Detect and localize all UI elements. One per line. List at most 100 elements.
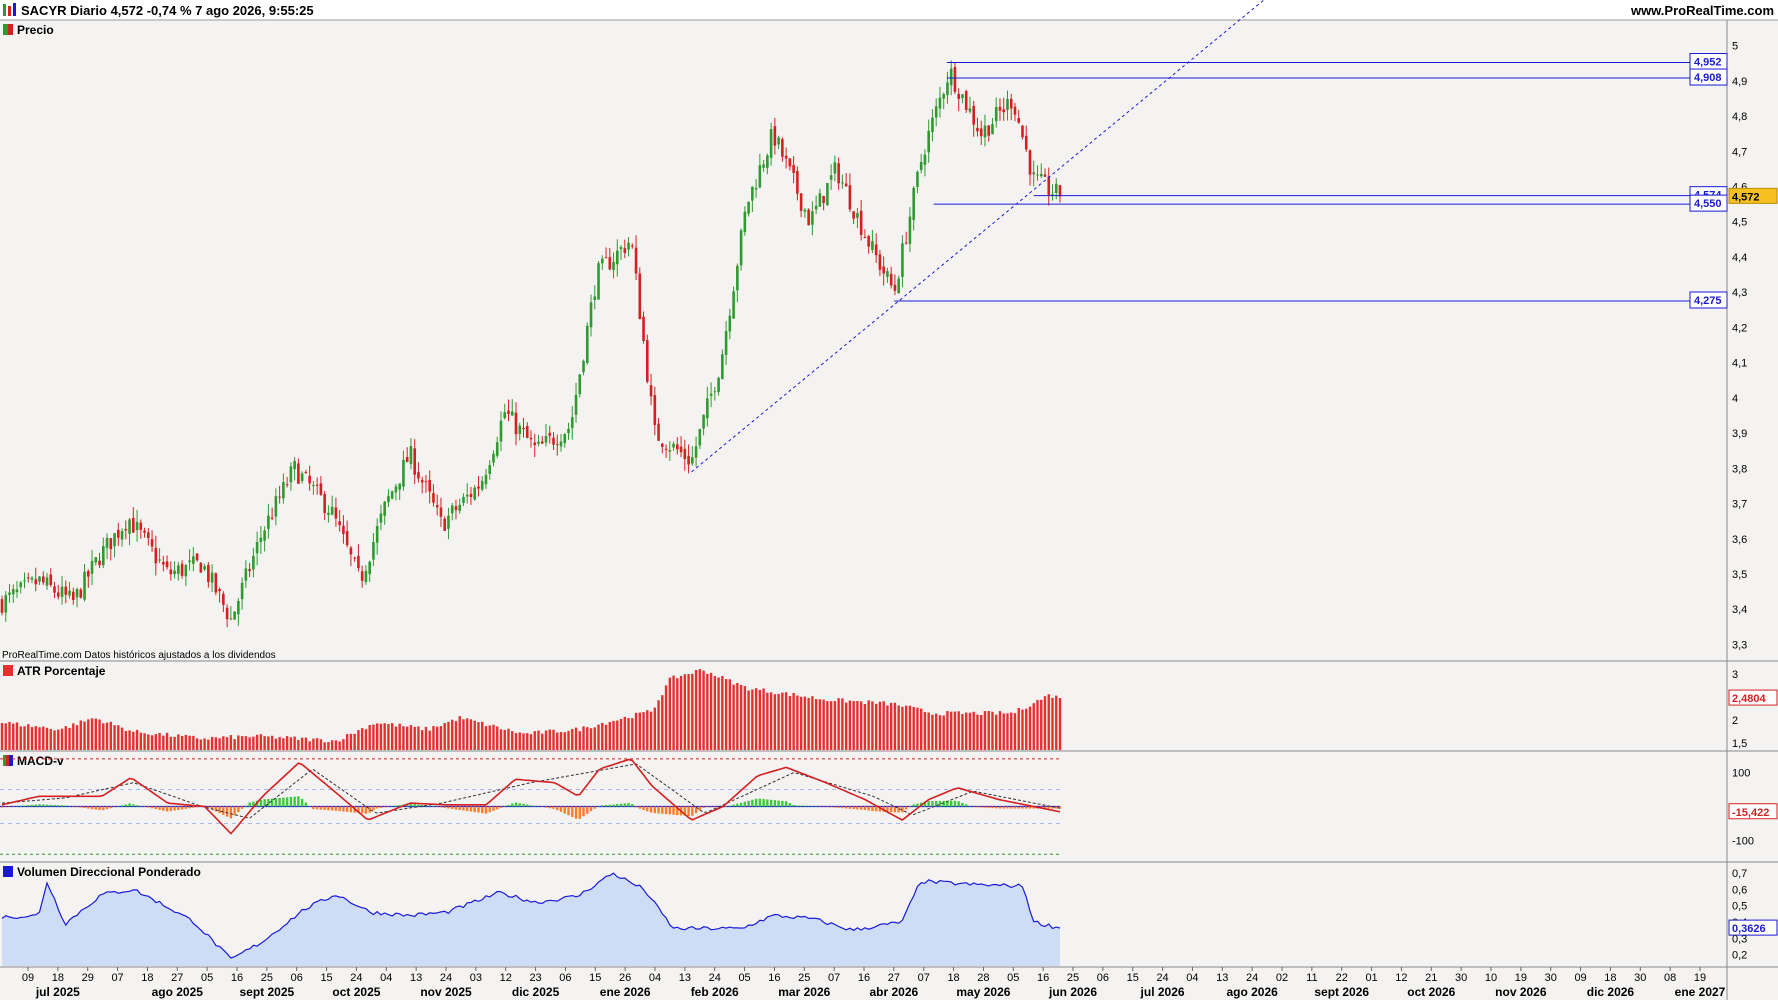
atr-bar[interactable] — [248, 737, 251, 750]
macd-histogram-bar[interactable] — [1055, 806, 1058, 809]
candle-body[interactable] — [0, 599, 4, 613]
candle-body[interactable] — [117, 529, 120, 538]
candle-body[interactable] — [529, 437, 533, 440]
macd-histogram-bar[interactable] — [413, 804, 416, 807]
macd-histogram-bar[interactable] — [961, 802, 964, 807]
macd-histogram-bar[interactable] — [833, 806, 837, 808]
candle-body[interactable] — [499, 420, 503, 442]
candle-body[interactable] — [394, 486, 398, 493]
atr-bar[interactable] — [559, 732, 563, 750]
candle-body[interactable] — [863, 237, 867, 239]
macd-histogram-bar[interactable] — [623, 803, 626, 807]
macd-histogram-bar[interactable] — [304, 802, 308, 807]
candle-body[interactable] — [844, 183, 848, 187]
macd-histogram-bar[interactable] — [436, 806, 439, 808]
atr-bar[interactable] — [477, 722, 480, 750]
macd-histogram-bar[interactable] — [664, 806, 668, 815]
macd-histogram-bar[interactable] — [901, 806, 904, 813]
atr-bar[interactable] — [886, 705, 889, 750]
candle-body[interactable] — [282, 481, 285, 499]
atr-bar[interactable] — [87, 719, 90, 750]
macd-histogram-bar[interactable] — [319, 806, 323, 810]
macd-histogram-bar[interactable] — [8, 806, 11, 808]
candle-body[interactable] — [349, 547, 353, 555]
atr-bar[interactable] — [769, 692, 773, 750]
atr-bar[interactable] — [492, 724, 495, 750]
macd-histogram-bar[interactable] — [649, 806, 653, 813]
macd-histogram-bar[interactable] — [1002, 806, 1005, 809]
candle-body[interactable] — [252, 555, 255, 570]
atr-bar[interactable] — [826, 701, 829, 750]
macd-histogram-bar[interactable] — [634, 806, 638, 808]
macd-histogram-bar[interactable] — [582, 806, 585, 817]
candle-body[interactable] — [514, 412, 518, 435]
atr-bar[interactable] — [398, 723, 401, 750]
atr-bar[interactable] — [150, 735, 154, 750]
macd-histogram-bar[interactable] — [150, 806, 154, 809]
atr-bar[interactable] — [34, 726, 37, 750]
macd-histogram-bar[interactable] — [368, 806, 371, 813]
macd-histogram-bar[interactable] — [619, 803, 623, 807]
atr-bar[interactable] — [469, 719, 473, 750]
atr-bar[interactable] — [360, 728, 364, 750]
candle-body[interactable] — [255, 542, 259, 554]
atr-bar[interactable] — [604, 724, 608, 750]
candle-body[interactable] — [64, 586, 68, 595]
atr-bar[interactable] — [908, 705, 912, 750]
macd-histogram-bar[interactable] — [593, 806, 596, 809]
macd-histogram-bar[interactable] — [503, 806, 506, 807]
atr-bar[interactable] — [128, 730, 131, 750]
macd-histogram-bar[interactable] — [15, 806, 19, 807]
candle-body[interactable] — [841, 182, 844, 184]
atr-bar[interactable] — [454, 721, 458, 750]
macd-histogram-bar[interactable] — [814, 806, 818, 807]
atr-bar[interactable] — [102, 723, 105, 750]
candle-body[interactable] — [544, 436, 548, 443]
candle-body[interactable] — [814, 205, 818, 210]
atr-bar[interactable] — [420, 730, 424, 750]
atr-bar[interactable] — [762, 688, 765, 750]
macd-histogram-bar[interactable] — [473, 806, 476, 813]
atr-bar[interactable] — [957, 711, 960, 750]
macd-histogram-bar[interactable] — [646, 806, 649, 812]
macd-histogram-bar[interactable] — [769, 799, 773, 807]
candle-body[interactable] — [229, 618, 233, 620]
candle-body[interactable] — [188, 560, 191, 563]
atr-bar[interactable] — [743, 686, 747, 750]
candle-body[interactable] — [878, 254, 882, 270]
atr-bar[interactable] — [754, 688, 758, 750]
macd-histogram-bar[interactable] — [844, 806, 848, 809]
atr-bar[interactable] — [372, 724, 375, 750]
macd-histogram-bar[interactable] — [293, 796, 296, 807]
macd-histogram-bar[interactable] — [357, 806, 360, 813]
atr-bar[interactable] — [327, 742, 330, 750]
candle-body[interactable] — [492, 453, 495, 463]
macd-histogram-bar[interactable] — [75, 806, 79, 808]
atr-bar[interactable] — [713, 676, 717, 750]
candle-body[interactable] — [420, 479, 424, 483]
candle-body[interactable] — [1043, 174, 1047, 177]
macd-histogram-bar[interactable] — [162, 806, 165, 811]
atr-bar[interactable] — [694, 669, 698, 750]
candle-body[interactable] — [364, 570, 368, 583]
candle-body[interactable] — [274, 496, 278, 517]
macd-histogram-bar[interactable] — [713, 806, 717, 808]
macd-histogram-bar[interactable] — [338, 806, 341, 812]
atr-bar[interactable] — [402, 726, 405, 750]
macd-histogram-bar[interactable] — [597, 806, 600, 807]
atr-bar[interactable] — [199, 739, 203, 750]
macd-histogram-bar[interactable] — [616, 804, 619, 807]
macd-histogram-bar[interactable] — [938, 800, 942, 807]
macd-histogram-bar[interactable] — [544, 806, 548, 808]
macd-histogram-bar[interactable] — [469, 806, 473, 812]
candle-body[interactable] — [158, 559, 161, 561]
candle-body[interactable] — [38, 576, 41, 582]
atr-bar[interactable] — [942, 715, 945, 750]
macd-histogram-bar[interactable] — [552, 806, 555, 809]
candle-body[interactable] — [319, 483, 323, 495]
atr-bar[interactable] — [45, 727, 49, 750]
atr-bar[interactable] — [259, 734, 263, 750]
candle-body[interactable] — [297, 463, 300, 484]
atr-bar[interactable] — [132, 731, 135, 750]
